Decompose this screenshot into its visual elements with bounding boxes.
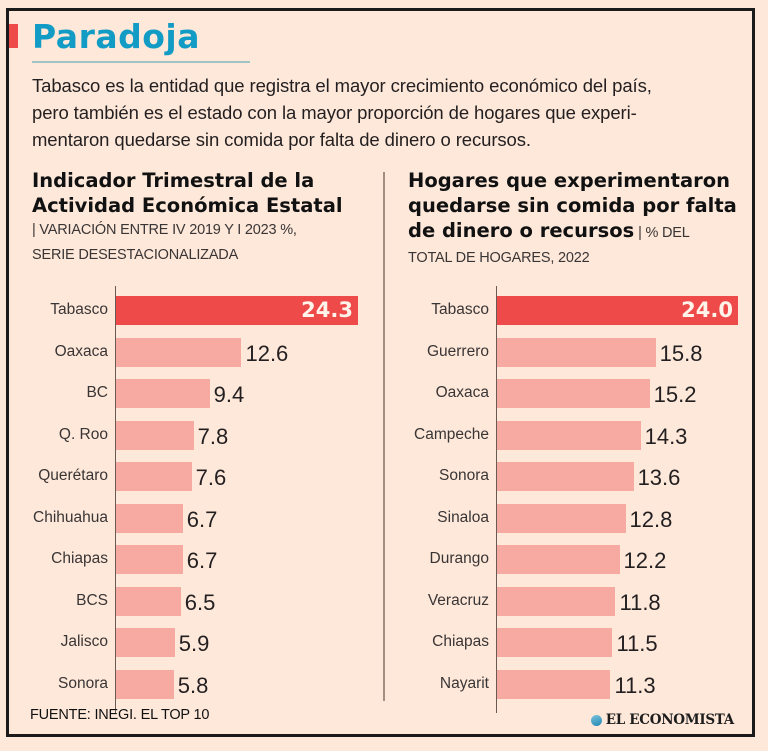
left-chart-bar bbox=[116, 586, 181, 616]
right-chart-bar bbox=[497, 586, 616, 616]
left-chart-header: Indicador Trimestral de la Actividad Eco… bbox=[32, 168, 343, 268]
right-chart-category-label: Tabasco bbox=[431, 301, 489, 318]
left-chart-bar bbox=[116, 379, 210, 408]
right-chart-bar bbox=[497, 296, 738, 325]
left-chart-value-label: 12.6 bbox=[245, 340, 289, 366]
left-chart-value-label: 6.7 bbox=[186, 548, 218, 573]
intro-line: Tabasco es la entidad que registra el ma… bbox=[32, 75, 652, 96]
right-chart-category-label: Nayarit bbox=[439, 674, 489, 692]
left-chart-category-label: Tabasco bbox=[50, 301, 108, 318]
right-chart-bar bbox=[497, 628, 613, 657]
right-chart-category-label: Chiapas bbox=[432, 633, 489, 650]
intro-text: Tabasco es la entidad que registra el ma… bbox=[32, 72, 752, 153]
right-chart-category-label: Sinaloa bbox=[437, 508, 489, 526]
right-chart-bar bbox=[497, 462, 634, 491]
right-chart-value-label: 11.3 bbox=[614, 672, 656, 698]
left-chart-axis bbox=[115, 286, 116, 713]
left-chart-category-label: Oaxaca bbox=[54, 342, 108, 360]
intro-line: pero también es el estado con la mayor p… bbox=[32, 102, 637, 123]
infographic-frame bbox=[6, 8, 755, 737]
left-chart-bar bbox=[116, 420, 194, 450]
left-chart-value-label: 5.8 bbox=[177, 672, 209, 698]
publisher-logo: EL ECONOMISTA bbox=[590, 712, 735, 728]
right-chart-bar bbox=[497, 503, 626, 533]
left-chart-value-label: 5.9 bbox=[178, 631, 210, 656]
right-chart-category-label: Sonora bbox=[439, 467, 489, 484]
left-chart-title-line: Actividad Económica Estatal bbox=[32, 194, 343, 217]
left-chart-value-label: 9.4 bbox=[213, 382, 245, 407]
title-underline bbox=[32, 61, 250, 63]
left-chart-bar bbox=[116, 462, 192, 491]
right-chart-value-label: 13.6 bbox=[637, 465, 681, 490]
left-chart-value-label: 24.3 bbox=[301, 298, 353, 322]
left-chart-subtitle-line: SERIE DESESTACIONALIZADA bbox=[32, 247, 239, 263]
source-note: FUENTE: INEGI. EL TOP 10 bbox=[30, 707, 210, 723]
left-chart-subtitle-line: | VARIACIÓN ENTRE IV 2019 Y I 2023 %, bbox=[32, 222, 297, 238]
left-chart-category-label: Chihuahua bbox=[33, 508, 108, 526]
right-chart-category-label: Campeche bbox=[414, 425, 489, 443]
right-chart-value-label: 15.2 bbox=[653, 382, 697, 407]
left-chart-bar bbox=[116, 503, 183, 533]
right-chart-value-label: 24.0 bbox=[681, 298, 733, 322]
right-chart-title-line: quedarse sin comida por falta bbox=[408, 194, 737, 217]
left-chart-value-label: 6.7 bbox=[186, 506, 218, 532]
left-chart-category-label: BC bbox=[86, 384, 108, 401]
left-chart-category-label: Querétaro bbox=[38, 467, 108, 484]
right-chart-category-label: Durango bbox=[429, 550, 489, 567]
left-chart-bar bbox=[116, 669, 174, 699]
intro-line: mentaron quedarse sin comida por falta d… bbox=[32, 129, 531, 150]
right-chart-value-label: 12.8 bbox=[629, 506, 673, 532]
left-chart-category-label: Jalisco bbox=[60, 633, 108, 650]
right-chart-value-label: 11.5 bbox=[616, 631, 658, 656]
title-accent-bar bbox=[9, 24, 18, 48]
right-chart-bar bbox=[497, 669, 611, 699]
right-chart-value-label: 12.2 bbox=[623, 548, 667, 573]
left-chart-value-label: 7.6 bbox=[195, 465, 227, 490]
left-chart-value-label: 7.8 bbox=[197, 423, 229, 449]
left-chart-category-label: Q. Roo bbox=[58, 425, 108, 443]
left-chart-category-label: Sonora bbox=[58, 674, 108, 692]
left-chart-title-line: Indicador Trimestral de la bbox=[32, 169, 315, 192]
right-chart-category-label: Veracruz bbox=[427, 591, 489, 609]
right-chart-bar bbox=[497, 337, 656, 367]
left-chart-bar bbox=[116, 337, 242, 367]
right-chart-bar bbox=[497, 379, 650, 408]
right-chart-value-label: 14.3 bbox=[644, 423, 688, 449]
right-chart-header: Hogares que experimentaron quedarse sin … bbox=[408, 168, 737, 271]
left-chart-bar bbox=[116, 628, 175, 657]
panel-divider bbox=[383, 172, 385, 701]
right-chart-bar bbox=[497, 420, 641, 450]
publisher-name: EL ECONOMISTA bbox=[605, 712, 735, 728]
right-chart-subtitle-inline: | % DEL bbox=[634, 225, 690, 241]
left-chart-category-label: Chiapas bbox=[51, 550, 108, 567]
left-chart-category-label: BCS bbox=[76, 591, 108, 609]
right-chart-category-label: Oaxaca bbox=[435, 384, 489, 401]
right-chart-value-label: 11.8 bbox=[619, 589, 661, 615]
right-chart-bar bbox=[497, 545, 620, 574]
right-chart-title-line: de dinero o recursos | % DEL bbox=[408, 218, 737, 246]
right-chart-title-text: de dinero o recursos bbox=[408, 219, 635, 242]
right-chart-value-label: 15.8 bbox=[659, 340, 703, 366]
left-chart-value-label: 6.5 bbox=[184, 589, 216, 615]
right-chart-category-label: Guerrero bbox=[426, 342, 489, 360]
right-chart-subtitle-line: TOTAL DE HOGARES, 2022 bbox=[408, 250, 590, 266]
right-chart-axis bbox=[496, 286, 497, 713]
left-chart-bar bbox=[116, 545, 183, 574]
right-chart-title-line: Hogares que experimentaron bbox=[408, 169, 731, 192]
page-title: Paradoja bbox=[32, 17, 200, 56]
left-chart-bar bbox=[116, 296, 358, 325]
el-economista-globe-icon bbox=[590, 714, 602, 726]
